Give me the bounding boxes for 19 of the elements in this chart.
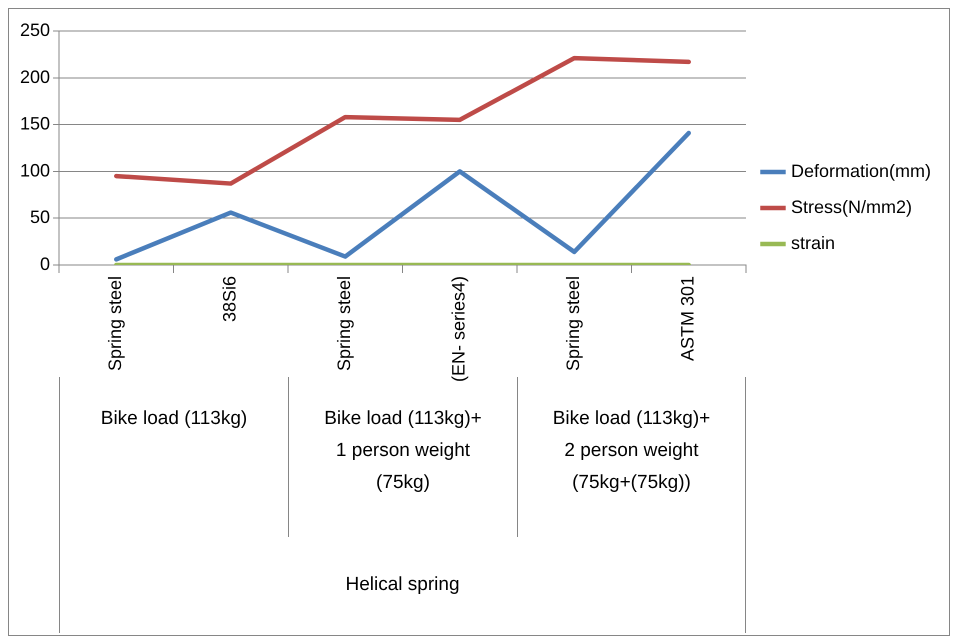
y-tick-label: 150 [20,114,50,134]
x-tick-label: (EN- series4) [448,276,469,382]
x-tick-label: ASTM 301 [678,276,698,362]
y-tick-label: 0 [40,254,50,274]
text: Bike load (113kg)+ 2 person weight (75kg+(75kg)) [552,407,711,495]
text: Bike load (113kg) [100,407,248,431]
text: Helical spring [345,574,460,596]
legend-label: Deformation(mm) [790,160,932,181]
y-tick-label: 250 [20,20,50,40]
y-tick-label: 100 [20,160,50,180]
x-tick-label: Spring steel [334,276,354,372]
x-tick-label: Spring steel [563,276,584,372]
y-tick-label: 50 [30,207,50,228]
x-tick-label: 38Si6 [220,276,240,322]
text: Bike load (113kg)+ 1 person weight (75kg) [324,407,482,495]
legend-label: Stress(N/mm2) [790,196,912,217]
x-tick-label: Spring steel [105,276,126,372]
y-tick-label: 200 [20,66,50,87]
legend-label: strain [790,232,835,253]
